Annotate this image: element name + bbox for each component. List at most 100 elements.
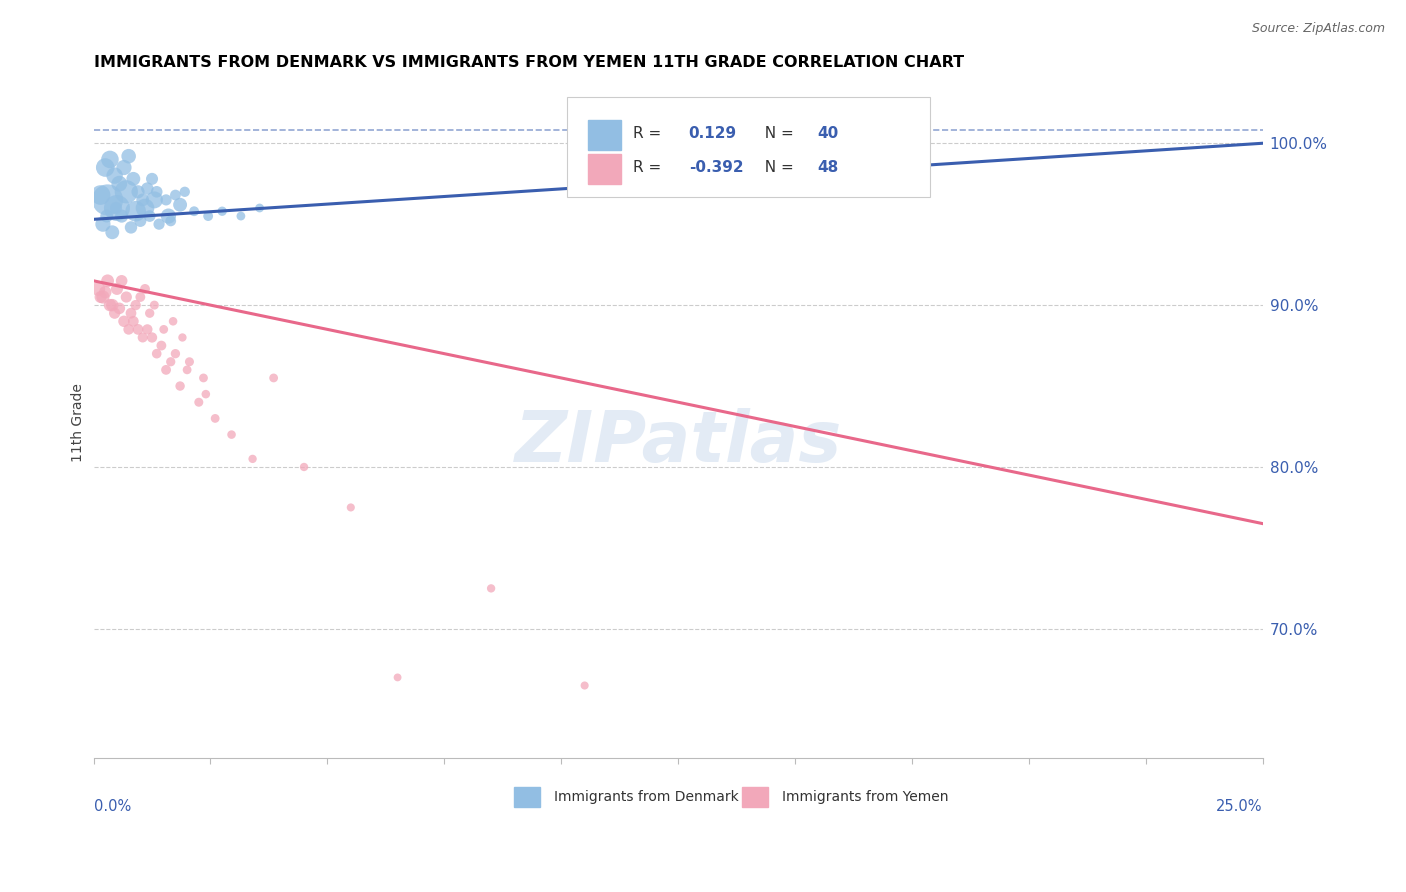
Text: IMMIGRANTS FROM DENMARK VS IMMIGRANTS FROM YEMEN 11TH GRADE CORRELATION CHART: IMMIGRANTS FROM DENMARK VS IMMIGRANTS FR… — [94, 55, 963, 70]
Point — [127, 185, 149, 199]
Bar — [742, 787, 768, 806]
Point — [197, 209, 219, 223]
Point — [134, 282, 156, 296]
Point — [159, 355, 181, 369]
Point — [97, 274, 120, 288]
Point — [162, 314, 184, 328]
Point — [211, 204, 233, 219]
Point — [98, 298, 121, 312]
Point — [150, 338, 173, 352]
Point — [101, 225, 124, 239]
Point — [141, 172, 163, 186]
Point — [145, 346, 167, 360]
Point — [120, 220, 142, 235]
Point — [155, 193, 177, 207]
Point — [229, 209, 252, 223]
Point — [105, 282, 128, 296]
Text: N =: N = — [755, 160, 799, 175]
Point — [340, 500, 363, 515]
Point — [98, 153, 121, 167]
Text: Immigrants from Denmark: Immigrants from Denmark — [554, 789, 740, 804]
Text: 25.0%: 25.0% — [1216, 798, 1263, 814]
Point — [145, 185, 167, 199]
Text: -0.392: -0.392 — [689, 160, 744, 175]
Point — [104, 169, 127, 183]
Text: Source: ZipAtlas.com: Source: ZipAtlas.com — [1251, 22, 1385, 36]
Point — [108, 177, 131, 191]
Point — [111, 274, 134, 288]
Point — [124, 298, 146, 312]
Point — [129, 214, 152, 228]
Point — [134, 201, 156, 215]
Text: R =: R = — [633, 160, 665, 175]
Text: N =: N = — [755, 126, 799, 141]
Text: 40: 40 — [817, 126, 838, 141]
Point — [187, 395, 209, 409]
Point — [176, 363, 198, 377]
Point — [96, 209, 118, 223]
Point — [118, 322, 141, 336]
Point — [159, 214, 181, 228]
Point — [91, 290, 114, 304]
Point — [263, 371, 285, 385]
Text: Immigrants from Yemen: Immigrants from Yemen — [782, 789, 949, 804]
Point — [173, 185, 195, 199]
Point — [204, 411, 226, 425]
Point — [292, 460, 315, 475]
Point — [479, 582, 502, 596]
Point — [157, 209, 180, 223]
Text: 0.129: 0.129 — [689, 126, 737, 141]
Bar — [515, 787, 540, 806]
Point — [169, 379, 191, 393]
Point — [148, 217, 170, 231]
Point — [193, 371, 215, 385]
Point — [194, 387, 217, 401]
Point — [115, 185, 138, 199]
Point — [169, 198, 191, 212]
Point — [155, 363, 177, 377]
Point — [108, 301, 131, 316]
Point — [105, 201, 128, 215]
Point — [94, 161, 117, 175]
Point — [120, 306, 142, 320]
Point — [101, 298, 124, 312]
Text: ZIPatlas: ZIPatlas — [515, 409, 842, 477]
Point — [129, 290, 152, 304]
Point — [221, 427, 243, 442]
Point — [183, 204, 205, 219]
Point — [666, 133, 689, 147]
Point — [127, 322, 149, 336]
Point — [143, 298, 166, 312]
Point — [141, 330, 163, 344]
Y-axis label: 11th Grade: 11th Grade — [72, 383, 86, 462]
Point — [112, 314, 135, 328]
Point — [172, 330, 194, 344]
Point — [112, 161, 135, 175]
FancyBboxPatch shape — [567, 96, 929, 197]
Point — [104, 306, 127, 320]
Point — [124, 204, 146, 219]
Point — [136, 181, 159, 195]
Point — [138, 306, 160, 320]
Point — [90, 290, 112, 304]
Point — [179, 355, 201, 369]
Point — [118, 149, 141, 163]
Point — [165, 188, 187, 202]
Point — [115, 290, 138, 304]
Point — [131, 330, 153, 344]
Point — [122, 314, 145, 328]
Point — [97, 193, 120, 207]
Point — [122, 172, 145, 186]
Text: 48: 48 — [817, 160, 838, 175]
Point — [94, 285, 117, 300]
Point — [91, 217, 114, 231]
Point — [574, 679, 596, 693]
Point — [242, 451, 264, 466]
Text: 0.0%: 0.0% — [94, 798, 131, 814]
Point — [105, 201, 128, 215]
Point — [143, 193, 166, 207]
Point — [249, 201, 271, 215]
Point — [90, 188, 112, 202]
Text: R =: R = — [633, 126, 665, 141]
Point — [138, 209, 160, 223]
